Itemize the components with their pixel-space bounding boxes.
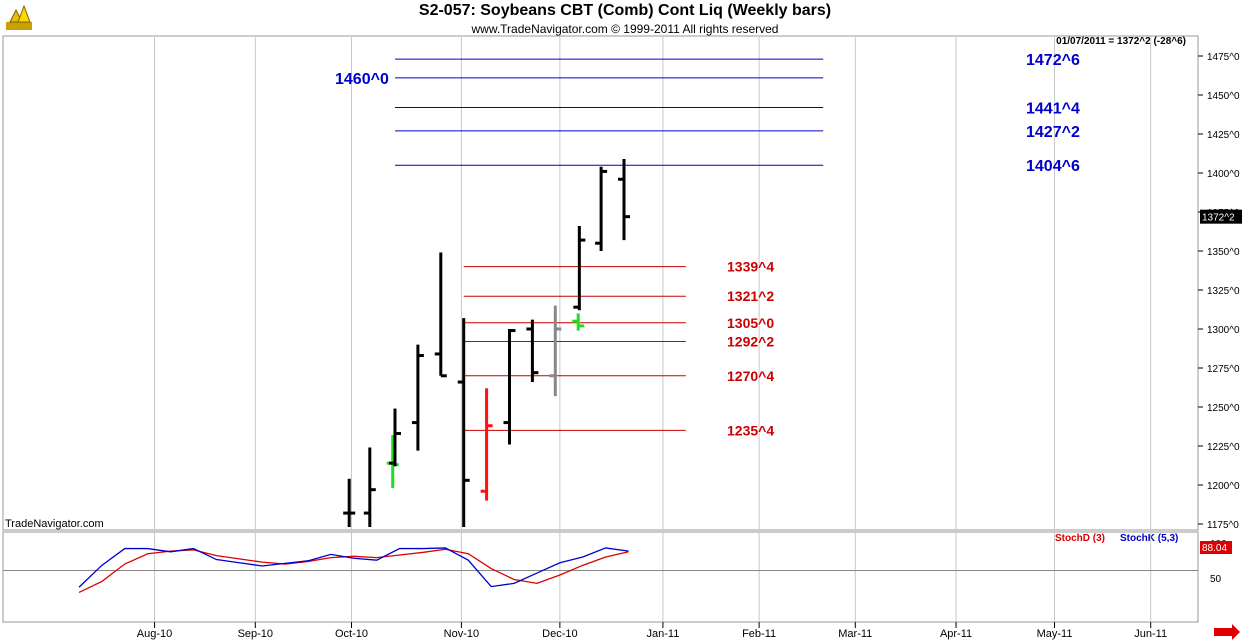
- chart-subtitle: www.TradeNavigator.com © 1999-2011 All r…: [471, 22, 779, 36]
- resistance-level-label: 1441^4: [1026, 100, 1080, 117]
- last-price-badge: [1200, 209, 1242, 224]
- x-tick-label: May-11: [1037, 628, 1073, 640]
- stoch-panel-frame: [2, 531, 1199, 623]
- x-tick-label: Apr-11: [940, 628, 972, 640]
- y-tick-label: 1300^0: [1207, 325, 1240, 336]
- stoch-k-legend: StochK (5,3): [1120, 533, 1179, 544]
- x-tick-label: Jan-11: [647, 628, 680, 640]
- x-tick-label: Nov-10: [444, 628, 479, 640]
- y-tick-label: 1250^0: [1207, 403, 1240, 414]
- chart-title: S2-057: Soybeans CBT (Comb) Cont Liq (We…: [418, 2, 832, 19]
- y-tick-label: 1425^0: [1207, 130, 1240, 141]
- y-tick-label: 1475^0: [1207, 52, 1240, 63]
- resistance-level-label: 1460^0: [335, 71, 389, 88]
- support-level-label: 1321^2: [727, 288, 774, 304]
- y-tick-label: 1175^0: [1207, 520, 1239, 531]
- stoch-series-line: [78, 547, 629, 588]
- y-tick-label: 1275^0: [1207, 364, 1240, 375]
- support-level-label: 1339^4: [727, 259, 774, 275]
- y-tick-label: 1350^0: [1207, 247, 1240, 258]
- price-panel-frame: [2, 35, 1199, 531]
- last-price-label: 01/07/2011 = 1372^2 (-28^6): [1056, 36, 1186, 47]
- support-level-label: 1292^2: [727, 333, 774, 349]
- x-tick-label: Jun-11: [1134, 628, 1167, 640]
- support-level-label: 1235^4: [727, 422, 774, 438]
- y-tick-label: 1225^0: [1207, 442, 1240, 453]
- brand-watermark: TradeNavigator.com: [5, 518, 104, 530]
- y-tick-label: 1200^0: [1207, 481, 1240, 492]
- resistance-level-label: 1472^6: [1026, 52, 1080, 69]
- scroll-right-icon: [1214, 624, 1240, 640]
- x-tick-label: Dec-10: [542, 628, 577, 640]
- y-tick-label: 1400^0: [1207, 169, 1240, 180]
- stoch-tick-label: 50: [1210, 574, 1222, 585]
- resistance-level-label: 1427^2: [1026, 124, 1080, 141]
- support-level-label: 1270^4: [727, 368, 774, 384]
- stoch-value-badge-text: 88.04: [1202, 543, 1227, 554]
- x-tick-label: Sep-10: [238, 628, 273, 640]
- x-tick-label: Oct-10: [335, 628, 368, 640]
- last-price-badge-text: 1372^2: [1202, 213, 1235, 224]
- tradenavigator-logo: [4, 2, 34, 32]
- x-tick-label: Feb-11: [742, 628, 776, 640]
- resistance-level-label: 1404^6: [1026, 158, 1080, 175]
- x-tick-label: Aug-10: [137, 628, 172, 640]
- y-tick-label: 1450^0: [1207, 91, 1240, 102]
- support-level-label: 1305^0: [727, 315, 774, 331]
- stoch-d-legend: StochD (3): [1055, 533, 1105, 544]
- y-tick-label: 1325^0: [1207, 286, 1240, 297]
- stoch-value-badge: [1200, 541, 1232, 554]
- x-tick-label: Mar-11: [838, 628, 872, 640]
